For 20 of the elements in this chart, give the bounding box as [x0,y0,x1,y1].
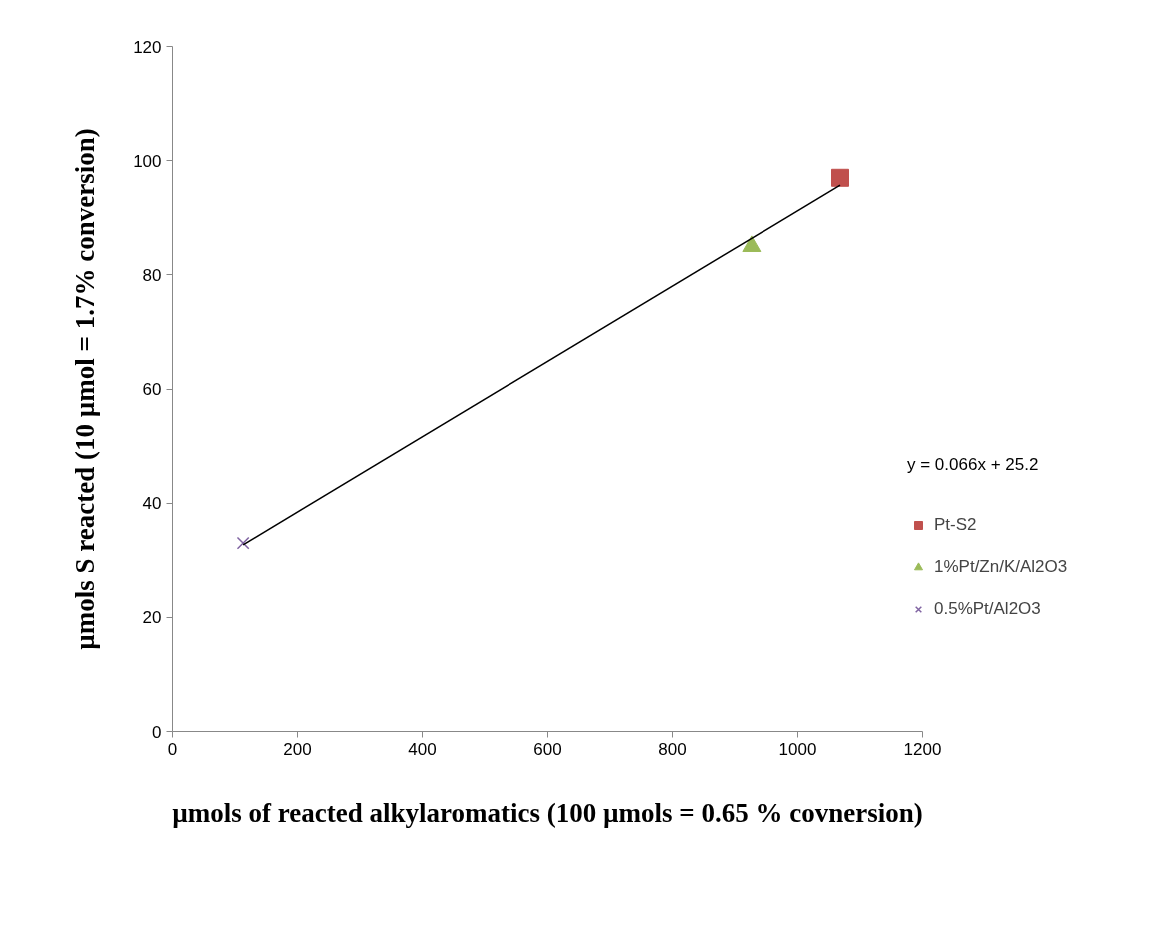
y-tick-label: 60 [142,380,162,399]
legend-label: Pt-S2 [934,515,977,535]
legend-label: 0.5%Pt/Al2O3 [934,599,1041,619]
y-tick-label: 100 [133,151,162,171]
annotation: y = 0.066x + 25.2 [907,455,1040,475]
x-axis-title: µmols of reacted alkylaromatics (100 µmols = 0.65 % covnersion) [172,797,923,828]
y-axis-title: µmols S reacted (10 µmol = 1.7% conversion) [70,128,101,650]
y-tick-label: 0 [152,722,162,742]
y-tick-label: 120 [133,37,162,57]
x-tick-label: 600 [533,739,562,759]
y-tick-label: 20 [142,608,162,628]
x-tick-label: 400 [408,739,437,759]
y-tick-label: 80 [142,265,162,285]
x-tick-label: 1000 [778,739,817,759]
legend-label: 1%Pt/Zn/K/Al2O3 [934,557,1068,577]
x-tick-label: 0 [167,739,178,759]
x-tick-label: 200 [283,739,312,759]
x-tick-label: 1200 [903,739,942,759]
x-tick-label: 800 [658,739,687,759]
y-tick-label: 40 [142,494,162,514]
